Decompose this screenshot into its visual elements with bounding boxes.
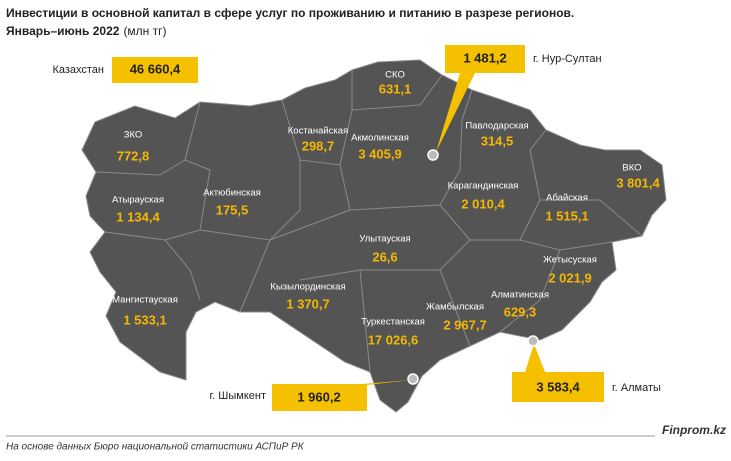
brand-bg xyxy=(655,424,731,438)
city-value: 1 481,2 xyxy=(463,50,506,65)
region-name: Карагандинская xyxy=(448,181,519,192)
region-value: 1 533,1 xyxy=(123,312,166,327)
region-name: Костанайская xyxy=(288,126,348,137)
region-name: Павлодарская xyxy=(465,121,528,132)
city-dot xyxy=(427,149,439,161)
unit: (млн тг) xyxy=(123,24,166,38)
region-borders xyxy=(95,70,643,373)
region-name: Алматинская xyxy=(491,290,549,301)
region-value: 2 967,7 xyxy=(443,317,486,332)
region-value: 26,6 xyxy=(372,249,397,264)
region-value: 631,1 xyxy=(379,81,412,96)
region-value: 314,5 xyxy=(481,133,514,148)
callout xyxy=(436,73,475,152)
region-name: Жетысуская xyxy=(543,255,597,266)
total-box xyxy=(112,57,198,83)
region-name: ВКО xyxy=(622,163,641,174)
region-name: Атырауская xyxy=(112,195,164,206)
city-shymkent: 1 960,2 г. Шымкент xyxy=(210,373,419,411)
city-box xyxy=(272,384,367,411)
region-name: СКО xyxy=(385,70,405,81)
region-value: 1 134,4 xyxy=(116,209,160,224)
country-shape xyxy=(81,59,667,413)
city-label: г. Нур-Султан xyxy=(533,53,602,65)
city-dot xyxy=(527,335,539,347)
city-dot xyxy=(407,373,419,385)
city-label: г. Алматы xyxy=(612,382,661,394)
region-value: 175,5 xyxy=(216,202,249,217)
region-value: 2 021,9 xyxy=(548,270,591,285)
region-name: Мангистауская xyxy=(112,295,178,306)
total-value: 46 660,4 xyxy=(130,61,181,76)
region-name: Актюбинская xyxy=(203,188,261,199)
region-name: Кызылординская xyxy=(270,282,345,293)
city-value: 1 960,2 xyxy=(297,389,340,404)
city-box xyxy=(445,45,525,73)
subtitle: Январь–июнь 2022 (млн тг) xyxy=(6,24,167,38)
city-box xyxy=(512,372,604,402)
city-nur-sultan: 1 481,2 г. Нур-Султан xyxy=(427,45,602,161)
title: Инвестиции в основной капитал в сфере ус… xyxy=(6,6,574,20)
region-name: Жамбылская xyxy=(426,302,484,313)
region-value: 772,8 xyxy=(117,148,150,163)
source-note: На основе данных Бюро национальной стати… xyxy=(6,442,305,453)
region-value: 3 405,9 xyxy=(358,146,401,161)
region-name: Акмолинская xyxy=(351,133,409,144)
region-value: 17 026,6 xyxy=(368,332,419,347)
region-value: 2 010,4 xyxy=(461,196,505,211)
region-name: ЗКО xyxy=(124,130,143,141)
city-value: 3 583,4 xyxy=(536,379,580,394)
region-value: 629,3 xyxy=(504,304,537,319)
region-value: 3 801,4 xyxy=(616,175,660,190)
brand: Finprom.kz xyxy=(662,423,726,437)
region-name: Улытауская xyxy=(359,234,410,245)
callout xyxy=(350,380,411,385)
region-value: 1 370,7 xyxy=(286,296,329,311)
total-label: Казахстан xyxy=(52,64,104,76)
region-name: Туркестанская xyxy=(361,317,425,328)
callout xyxy=(525,344,545,372)
city-label: г. Шымкент xyxy=(210,390,267,402)
region-name: Абайская xyxy=(546,193,588,204)
subtitle-period: Январь–июнь 2022 xyxy=(6,24,120,38)
region-value: 1 515,1 xyxy=(545,208,588,223)
region-value: 298,7 xyxy=(302,138,335,153)
city-almaty: 3 583,4 г. Алматы xyxy=(512,335,661,402)
